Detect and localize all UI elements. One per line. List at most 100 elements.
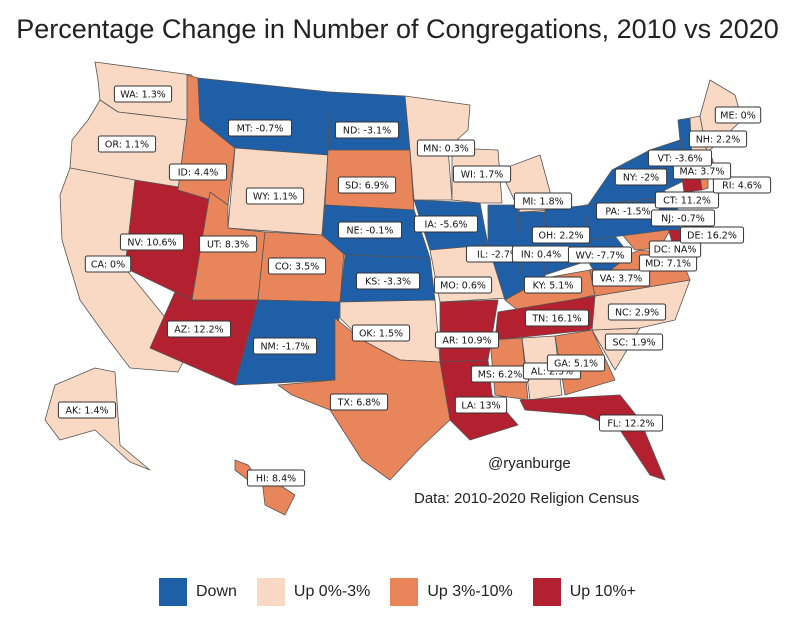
state-label-mi: MI: 1.8% xyxy=(513,192,573,210)
state-label-sd: SD: 6.9% xyxy=(337,176,397,194)
state-label-text: GA: 5.1% xyxy=(554,359,598,370)
state-label-text: KY: 5.1% xyxy=(533,281,574,292)
state-label-text: NH: 2.2% xyxy=(696,135,741,146)
state-label-id: ID: 4.4% xyxy=(168,163,228,181)
state-label-az: AZ: 12.2% xyxy=(166,320,232,338)
state-label-text: PA: -1.5% xyxy=(605,207,650,218)
state-label-text: NE: -0.1% xyxy=(347,226,394,237)
state-label-text: AR: 10.9% xyxy=(442,336,491,347)
state-label-text: MT: -0.7% xyxy=(237,124,284,135)
map-title: Percentage Change in Number of Congregat… xyxy=(16,14,779,44)
state-label-box xyxy=(650,209,716,227)
state-label-va: VA: 3.7% xyxy=(591,269,651,287)
state-label-box xyxy=(714,106,762,124)
state-label-text: HI: 8.4% xyxy=(256,474,296,485)
state-label-text: VT: -3.6% xyxy=(657,154,702,165)
state-label-oh: OH: 2.2% xyxy=(531,226,591,244)
state-label-text: ND: -3.1% xyxy=(343,126,391,137)
legend-label: Up 3%-10% xyxy=(427,583,513,600)
state-label-ut: UT: 8.3% xyxy=(198,235,258,253)
state-label-fl: FL: 12.2% xyxy=(598,414,664,432)
state-label-nh: NH: 2.2% xyxy=(688,130,748,148)
state-label-text: NJ: -0.7% xyxy=(661,214,705,225)
state-label-de: DE: 16.2% xyxy=(679,226,745,244)
state-label-box xyxy=(329,393,389,411)
state-label-box xyxy=(647,149,713,167)
state-hi xyxy=(234,459,296,516)
state-label-box xyxy=(712,176,772,194)
state-label-box xyxy=(531,226,591,244)
state-label-box xyxy=(614,168,668,186)
legend-item-down: Down xyxy=(158,578,237,606)
state-label-md: MD: 7.1% xyxy=(638,254,698,272)
state-label-box xyxy=(166,320,232,338)
state-ar xyxy=(439,299,499,363)
state-label-ar: AR: 10.9% xyxy=(434,331,500,349)
state-label-box xyxy=(337,221,403,239)
state-label-text: SC: 1.9% xyxy=(612,338,655,349)
state-label-pa: PA: -1.5% xyxy=(595,202,661,220)
state-label-ri: RI: 4.6% xyxy=(712,176,772,194)
state-label-wa: WA: 1.3% xyxy=(113,85,173,103)
legend-label: Up 10%+ xyxy=(569,583,637,600)
state-label-box xyxy=(245,187,305,205)
state-label-text: CO: 3.5% xyxy=(275,262,319,273)
state-label-text: KS: -3.3% xyxy=(365,277,411,288)
state-label-text: AL: 2.3% xyxy=(531,367,573,378)
state-label-text: ME: 0% xyxy=(720,111,756,122)
state-label-text: WA: 1.3% xyxy=(120,90,166,101)
state-label-text: LA: 13% xyxy=(461,401,500,412)
state-label-ia: IA: -5.6% xyxy=(413,215,479,233)
state-label-box xyxy=(113,85,173,103)
state-label-ak: AK: 1.4% xyxy=(57,401,117,419)
state-label-or: OR: 1.1% xyxy=(97,135,157,153)
state-label-in: IN: 0.4% xyxy=(511,245,571,263)
legend-swatch xyxy=(532,578,561,606)
state-label-text: NV: 10.6% xyxy=(127,238,176,249)
state-label-text: MN: 0.3% xyxy=(423,144,469,155)
state-label-text: OK: 1.5% xyxy=(359,329,403,340)
state-labels: WA: 1.3% OR: 1.1% CA: 0%NV: 10.6% ID: 4.4% M… xyxy=(57,85,772,487)
state-label-box xyxy=(523,276,583,294)
state-label-box xyxy=(246,469,306,487)
author-credit: @ryanburge xyxy=(488,455,571,472)
state-label-text: NM: -1.7% xyxy=(260,342,309,353)
state-label-text: MS: 6.2% xyxy=(478,370,523,381)
state-label-hi: HI: 8.4% xyxy=(246,469,306,487)
state-label-tx: TX: 6.8% xyxy=(329,393,389,411)
state-label-ne: NE: -0.1% xyxy=(337,221,403,239)
state-label-box xyxy=(433,276,493,294)
state-label-wv: WV: -7.7% xyxy=(567,246,633,264)
state-label-mn: MN: 0.3% xyxy=(416,139,476,157)
state-label-box xyxy=(198,235,258,253)
state-label-text: WY: 1.1% xyxy=(253,192,297,203)
state-label-box xyxy=(351,324,411,342)
state-label-nc: NC: 2.9% xyxy=(607,303,667,321)
state-label-box xyxy=(604,333,664,351)
state-label-text: MO: 0.6% xyxy=(440,281,486,292)
state-label-vt: VT: -3.6% xyxy=(647,149,713,167)
state-label-box xyxy=(546,354,606,372)
state-label-text: TX: 6.8% xyxy=(337,398,381,409)
state-label-box xyxy=(607,303,667,321)
legend-swatch xyxy=(158,578,187,606)
state-label-box xyxy=(227,119,293,137)
state-label-nj: NJ: -0.7% xyxy=(650,209,716,227)
state-ak xyxy=(44,367,151,471)
state-label-ok: OK: 1.5% xyxy=(351,324,411,342)
state-label-text: FL: 12.2% xyxy=(607,419,654,430)
state-label-text: RI: 4.6% xyxy=(722,181,762,192)
state-label-text: WV: -7.7% xyxy=(576,251,625,262)
data-source: Data: 2010-2020 Religion Census xyxy=(414,490,640,507)
state-label-box xyxy=(84,255,132,273)
state-label-box xyxy=(454,396,508,414)
state-label-text: MI: 1.8% xyxy=(522,197,563,208)
state-label-box xyxy=(416,139,476,157)
state-label-box xyxy=(452,165,512,183)
state-label-wi: WI: 1.7% xyxy=(452,165,512,183)
legend-item-up-3-10: Up 3%-10% xyxy=(390,578,513,606)
state-label-text: WI: 1.7% xyxy=(461,170,504,181)
state-label-text: UT: 8.3% xyxy=(207,240,249,251)
state-label-text: OH: 2.2% xyxy=(539,231,584,242)
